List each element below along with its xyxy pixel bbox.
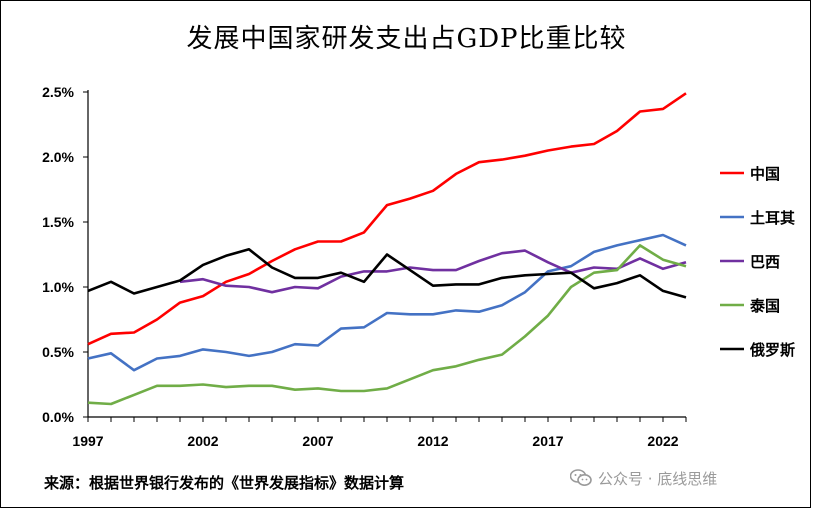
series-lines [87, 92, 687, 406]
x-tick-label: 2007 [302, 433, 333, 449]
y-tick-label: 2.5% [42, 84, 74, 100]
y-tick-label: 1.0% [42, 279, 74, 295]
x-tick-label: 2022 [647, 433, 678, 449]
x-tick-label: 2002 [187, 433, 218, 449]
wechat-icon [570, 469, 592, 486]
watermark: 公众号 · 底线思维 [570, 467, 717, 489]
series-line-3 [179, 249, 687, 294]
y-tick-label: 1.5% [42, 214, 74, 230]
legend-label: 俄罗斯 [749, 341, 795, 359]
watermark-text: 公众号 · 底线思维 [598, 469, 718, 488]
legend-label: 土耳其 [750, 209, 795, 227]
legend-label: 中国 [750, 165, 780, 183]
chart-title: 发展中国家研发支出占GDP比重比较 [186, 24, 627, 54]
axes: 0.0% 0.5% 1.0% 1.5% 2.0% 2.5% 1997 2002 2007 2012… [42, 84, 687, 449]
series-line-1 [87, 92, 687, 346]
series-line-4 [87, 244, 687, 406]
x-tick-label: 1997 [72, 433, 103, 449]
source-note: 来源：根据世界银行发布的《世界发展指标》数据计算 [44, 474, 405, 492]
x-tick-label: 2012 [417, 433, 448, 449]
y-tick-label: 0.0% [42, 409, 74, 425]
series-line-2 [87, 233, 687, 372]
legend-label: 巴西 [750, 253, 780, 271]
y-tick-label: 2.0% [42, 149, 74, 165]
legend-label: 泰国 [749, 297, 780, 315]
x-tick-label: 2017 [532, 433, 563, 449]
series-line-5 [87, 248, 687, 299]
y-tick-label: 0.5% [42, 344, 74, 360]
